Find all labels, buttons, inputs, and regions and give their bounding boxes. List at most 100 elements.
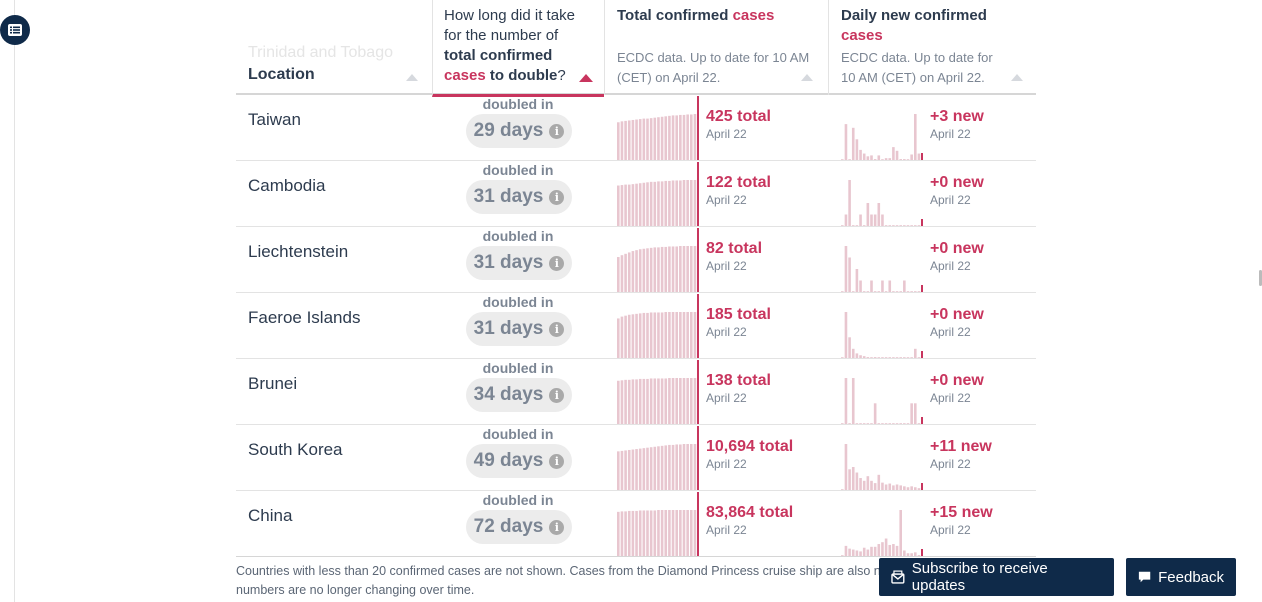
spark-bar bbox=[675, 444, 678, 490]
spark-bar bbox=[884, 484, 888, 490]
spark-bar bbox=[884, 225, 888, 226]
info-icon[interactable]: i bbox=[549, 255, 565, 271]
spark-bar bbox=[690, 378, 693, 424]
spark-bar bbox=[884, 158, 888, 160]
doubling-days: 34 days bbox=[473, 384, 544, 405]
spark-bar bbox=[855, 139, 859, 160]
spark-bar bbox=[848, 257, 851, 292]
sort-arrow-icon[interactable] bbox=[1011, 74, 1023, 81]
spark-bar bbox=[620, 380, 624, 424]
info-icon[interactable]: i bbox=[549, 387, 565, 403]
spark-bar bbox=[895, 423, 899, 424]
spark-bar bbox=[866, 549, 870, 556]
info-icon[interactable]: i bbox=[549, 321, 565, 337]
table-row[interactable]: China doubled in 72 days i 83,864 total Ap… bbox=[236, 491, 1036, 557]
current-marker bbox=[697, 294, 699, 358]
sort-arrow-icon[interactable] bbox=[801, 74, 813, 81]
spark-bar bbox=[859, 478, 862, 490]
daily-value: +0 new April 22 bbox=[930, 306, 984, 340]
spark-bar bbox=[914, 225, 917, 226]
table-row[interactable]: Liechtenstein doubled in 31 days i 82 tot… bbox=[236, 227, 1036, 293]
spark-bar bbox=[679, 312, 682, 358]
spark-bar bbox=[892, 544, 895, 556]
spark-bar bbox=[649, 118, 653, 160]
spark-bar bbox=[638, 183, 642, 226]
total-count: 138 total bbox=[706, 372, 771, 389]
spark-bar bbox=[668, 246, 671, 292]
spark-bar bbox=[892, 357, 895, 358]
subscribe-button[interactable]: Subscribe to receive updates bbox=[879, 558, 1114, 596]
feedback-button[interactable]: Feedback bbox=[1126, 558, 1236, 596]
table-row[interactable]: South Korea doubled in 49 days i 10,694 t… bbox=[236, 425, 1036, 491]
spark-bar bbox=[844, 246, 848, 292]
column-header-location[interactable]: Trinidad and Tobago Location bbox=[236, 0, 432, 95]
spark-bar bbox=[877, 203, 881, 226]
spark-bar bbox=[892, 423, 895, 424]
left-rail bbox=[0, 0, 15, 602]
spark-bar bbox=[841, 423, 844, 424]
spark-bar bbox=[862, 291, 866, 292]
info-icon[interactable]: i bbox=[549, 189, 565, 205]
spark-bar bbox=[899, 485, 902, 490]
table-row[interactable]: Cambodia doubled in 31 days i 122 total Ap… bbox=[236, 161, 1036, 227]
doubling-pill: 31 days i bbox=[466, 312, 572, 346]
spark-bar bbox=[888, 544, 892, 556]
spark-bar bbox=[892, 291, 895, 292]
sort-arrow-active-icon[interactable] bbox=[579, 74, 593, 82]
daily-sparkline bbox=[841, 312, 923, 358]
table-of-contents-button[interactable] bbox=[0, 15, 30, 45]
spark-bar bbox=[686, 114, 689, 160]
spark-bar bbox=[682, 114, 686, 160]
spark-bar bbox=[620, 511, 624, 556]
spark-bar bbox=[631, 510, 635, 556]
scroll-handle[interactable] bbox=[1259, 270, 1262, 286]
comment-icon bbox=[1138, 571, 1151, 583]
spark-bar bbox=[638, 119, 642, 160]
spark-bar bbox=[664, 180, 668, 226]
column-header-daily[interactable]: Daily new confirmed cases ECDC data. Up … bbox=[828, 0, 1036, 95]
spark-bar bbox=[693, 444, 697, 490]
column-header-doubling[interactable]: How long did it take for the number of t… bbox=[432, 0, 604, 97]
total-sparkline bbox=[617, 426, 699, 490]
spark-bar bbox=[862, 225, 866, 226]
spark-bar bbox=[657, 446, 660, 490]
info-icon[interactable]: i bbox=[549, 453, 565, 469]
spark-bar bbox=[690, 246, 693, 292]
total-count: 10,694 total bbox=[706, 438, 794, 455]
spark-bar bbox=[895, 291, 899, 292]
spark-bar bbox=[917, 357, 921, 358]
spark-bar bbox=[679, 444, 682, 490]
column-header-total[interactable]: Total confirmed cases ECDC data. Up to d… bbox=[604, 0, 828, 95]
table-row[interactable]: Brunei doubled in 34 days i 138 total Apri… bbox=[236, 359, 1036, 425]
info-icon[interactable]: i bbox=[549, 123, 565, 139]
spark-bar bbox=[877, 291, 881, 292]
spark-bar bbox=[686, 180, 689, 226]
spark-bar bbox=[646, 312, 649, 358]
spark-bar bbox=[638, 249, 642, 292]
daily-count: +0 new bbox=[930, 174, 984, 191]
spark-bar bbox=[653, 312, 657, 358]
daily-value: +0 new April 22 bbox=[930, 372, 984, 406]
spark-bar bbox=[903, 486, 906, 490]
spark-bar bbox=[848, 548, 851, 556]
sort-arrow-icon[interactable] bbox=[406, 74, 418, 81]
spark-bar bbox=[841, 159, 844, 160]
spark-bar bbox=[881, 482, 884, 490]
info-icon[interactable]: i bbox=[549, 519, 565, 535]
daily-sparkline bbox=[841, 114, 923, 160]
spark-bar bbox=[693, 246, 697, 292]
table-row[interactable]: Taiwan doubled in 29 days i 425 total Apri… bbox=[236, 95, 1036, 161]
daily-date: April 22 bbox=[930, 127, 971, 141]
spark-bar bbox=[675, 378, 678, 424]
spark-bar bbox=[693, 312, 697, 358]
location-name: Cambodia bbox=[248, 176, 326, 195]
spark-bar bbox=[906, 159, 910, 160]
table-row[interactable]: Faeroe Islands doubled in 31 days i 185 t… bbox=[236, 293, 1036, 359]
spark-bar bbox=[862, 153, 866, 160]
spark-bar bbox=[866, 476, 870, 490]
spark-bar bbox=[660, 181, 664, 226]
spark-bar bbox=[899, 510, 902, 556]
spark-bar bbox=[881, 159, 884, 160]
spark-bar bbox=[888, 225, 892, 226]
spark-bar bbox=[660, 246, 664, 292]
